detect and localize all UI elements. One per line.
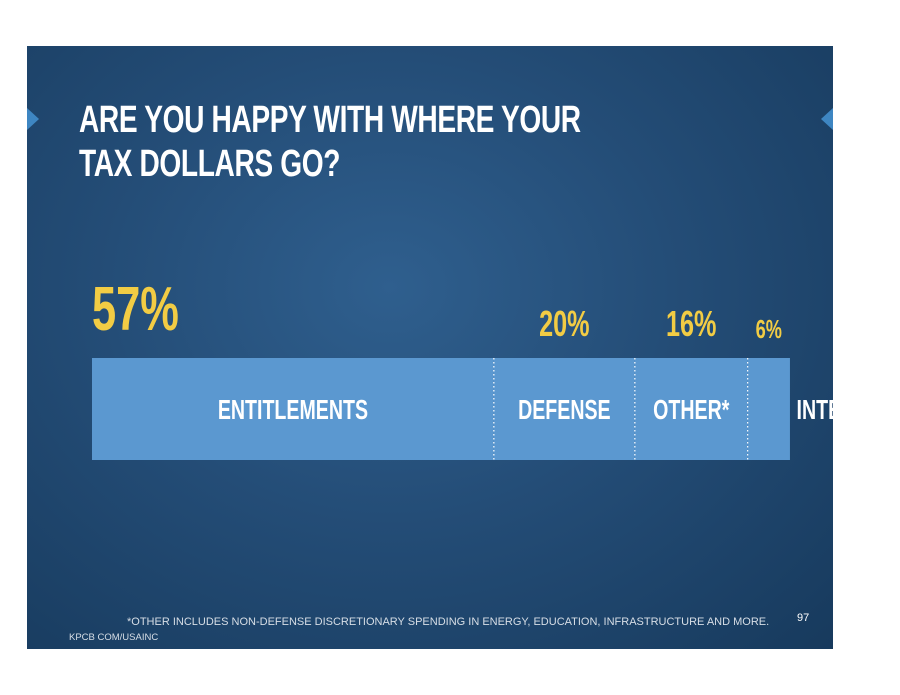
- value-label-other: 16%: [666, 304, 716, 345]
- bar-segment-entitlements: [92, 358, 494, 460]
- category-label-interest: INTEREST: [797, 395, 833, 426]
- title-line-1: ARE YOU HAPPY WITH WHERE YOUR: [79, 99, 581, 141]
- slide: ARE YOU HAPPY WITH WHERE YOUR TAX DOLLAR…: [27, 46, 833, 649]
- slide-title: ARE YOU HAPPY WITH WHERE YOUR TAX DOLLAR…: [79, 98, 581, 186]
- bar-segment-interest: [747, 358, 790, 460]
- right-arrow-icon: [821, 108, 833, 130]
- bar-segment-other: [634, 358, 748, 460]
- category-label-other: OTHER*: [653, 395, 730, 426]
- value-label-interest: 6%: [756, 315, 782, 344]
- stacked-bar-chart: ENTITLEMENTS DEFENSE OTHER* INTEREST 57% 20% 1…: [92, 276, 833, 460]
- page-number: 97: [797, 612, 810, 624]
- source-credit: KPCB COM/USAINC: [69, 632, 159, 643]
- title-line-2: TAX DOLLARS GO?: [79, 143, 341, 185]
- value-label-defense: 20%: [539, 304, 589, 345]
- left-arrow-icon: [27, 108, 39, 130]
- category-label-defense: DEFENSE: [518, 395, 611, 426]
- value-label-entitlements: 57%: [92, 276, 179, 344]
- category-label-entitlements: ENTITLEMENTS: [218, 395, 368, 426]
- footnote: *OTHER INCLUDES NON-DEFENSE DISCRETIONAR…: [127, 616, 770, 628]
- bar-segment-defense: [493, 358, 635, 460]
